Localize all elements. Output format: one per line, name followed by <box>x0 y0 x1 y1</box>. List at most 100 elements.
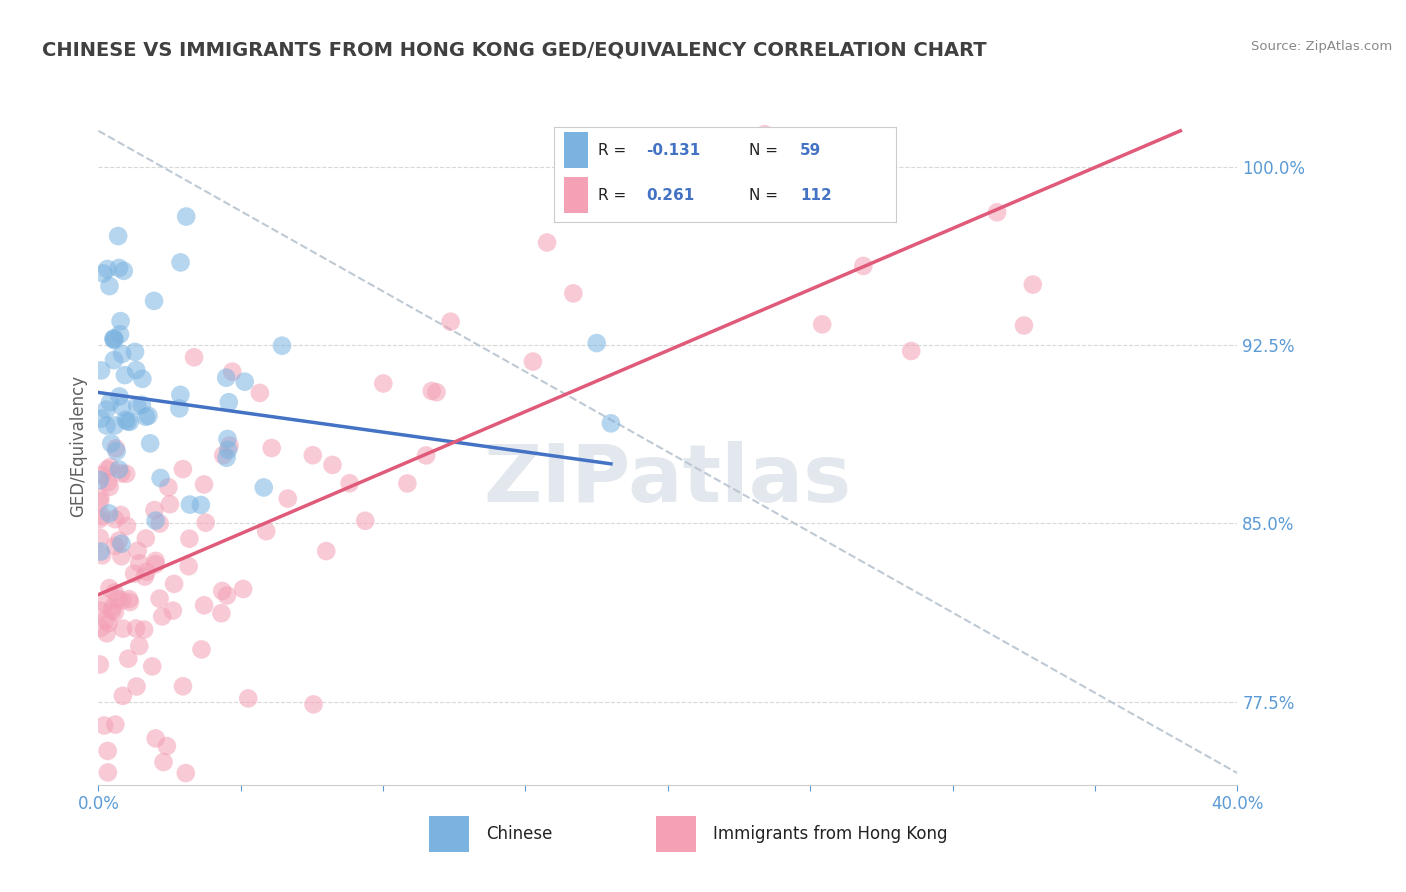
Point <box>90 411 112 425</box>
Point <box>97 616 120 631</box>
Point <box>149 516 172 531</box>
Point <box>215 370 238 384</box>
Point <box>128 556 150 570</box>
Point <box>193 599 215 613</box>
Point <box>90 544 112 558</box>
Point <box>169 388 191 402</box>
Point <box>315 544 337 558</box>
Point <box>302 698 325 712</box>
Point <box>145 558 167 572</box>
Point <box>110 549 132 564</box>
Point <box>190 642 212 657</box>
Point <box>143 293 166 308</box>
Point <box>96 418 118 433</box>
Point <box>127 543 149 558</box>
Text: CHINESE VS IMMIGRANTS FROM HONG KONG GED/EQUIVALENCY CORRELATION CHART: CHINESE VS IMMIGRANTS FROM HONG KONG GED… <box>42 40 987 59</box>
Point <box>108 327 131 342</box>
Point <box>128 639 150 653</box>
Point <box>98 279 121 293</box>
Point <box>103 333 125 347</box>
Point <box>122 566 145 581</box>
Point <box>420 384 443 398</box>
Point <box>218 439 240 453</box>
Point <box>118 592 141 607</box>
Point <box>104 717 127 731</box>
Point <box>177 559 200 574</box>
Point <box>90 509 112 524</box>
Point <box>134 623 156 637</box>
Point <box>172 679 194 693</box>
Point <box>118 595 141 609</box>
Point <box>97 744 120 758</box>
Point <box>127 399 149 413</box>
Text: Source: ZipAtlas.com: Source: ZipAtlas.com <box>1251 40 1392 54</box>
Point <box>215 450 238 465</box>
Point <box>111 689 134 703</box>
Point <box>89 494 111 508</box>
Point <box>91 549 114 563</box>
Point <box>89 531 111 545</box>
Text: ZIPatlas: ZIPatlas <box>484 441 852 519</box>
Point <box>98 581 121 595</box>
Point <box>125 680 148 694</box>
Point <box>134 569 156 583</box>
Point <box>114 413 136 427</box>
Point <box>103 353 125 368</box>
Point <box>238 691 260 706</box>
Point <box>104 442 127 456</box>
Point <box>162 604 184 618</box>
Point <box>754 127 776 141</box>
Point <box>562 286 585 301</box>
Point <box>110 314 132 328</box>
Point <box>89 473 111 487</box>
Point <box>89 491 111 505</box>
Point <box>260 441 283 455</box>
Point <box>600 417 623 431</box>
Point <box>93 718 115 732</box>
Point <box>179 498 201 512</box>
Point <box>117 415 139 429</box>
Point <box>373 376 395 391</box>
Point <box>98 460 121 475</box>
Point <box>135 532 157 546</box>
Point <box>108 533 131 548</box>
Point <box>124 344 146 359</box>
Point <box>98 480 121 494</box>
Point <box>90 621 112 635</box>
Point <box>152 755 174 769</box>
Point <box>114 368 136 383</box>
Point <box>125 622 148 636</box>
Point <box>217 432 239 446</box>
Point <box>131 398 153 412</box>
Point <box>90 467 112 482</box>
Point <box>100 436 122 450</box>
Point <box>585 336 607 351</box>
Point <box>138 409 160 423</box>
Point <box>354 514 377 528</box>
Point <box>89 512 111 526</box>
Point <box>254 524 277 539</box>
Point <box>522 354 544 368</box>
Point <box>143 503 166 517</box>
Point <box>110 537 132 551</box>
Point <box>115 519 138 533</box>
Point <box>145 731 167 746</box>
Point <box>1012 318 1035 333</box>
Point <box>125 363 148 377</box>
Point <box>233 375 256 389</box>
Point <box>111 347 134 361</box>
Point <box>112 264 135 278</box>
Point <box>108 260 131 275</box>
Point <box>101 604 124 618</box>
Point <box>90 363 112 377</box>
Point <box>190 498 212 512</box>
Point <box>169 401 191 416</box>
Point <box>172 462 194 476</box>
Point <box>194 516 217 530</box>
Point <box>156 739 179 753</box>
Point <box>217 442 239 457</box>
Point <box>101 600 124 615</box>
Point <box>108 462 131 476</box>
Point <box>321 458 343 472</box>
Point <box>212 448 235 462</box>
